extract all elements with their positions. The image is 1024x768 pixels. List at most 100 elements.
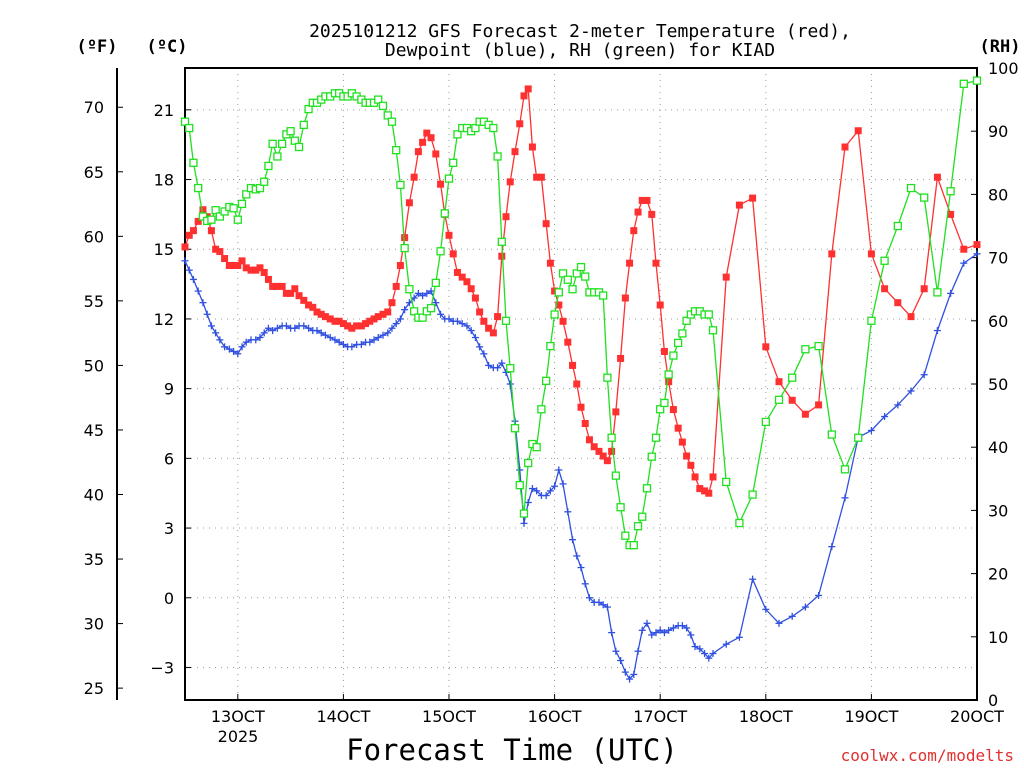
rh-point	[410, 307, 419, 316]
dewpoint-point	[973, 250, 981, 258]
dewpoint-point	[437, 310, 445, 318]
dewpoint-point	[762, 605, 770, 613]
rh-tick-label: 90	[988, 122, 1008, 141]
dewpoint-series-line	[184, 253, 978, 681]
rh-tick-label: 50	[988, 375, 1008, 394]
temperature-point	[626, 259, 634, 267]
rh-point	[220, 207, 229, 216]
temperature-point	[494, 313, 502, 321]
x-tick-label: 17OCT	[633, 707, 687, 726]
rh-point	[519, 509, 529, 518]
dewpoint-point	[181, 257, 189, 265]
fahrenheit-tick-label: 45	[84, 421, 104, 440]
year-label: 2025	[218, 727, 259, 746]
fahrenheit-tick-label: 60	[84, 227, 104, 246]
temperature-point	[867, 250, 875, 258]
temperature-point	[467, 285, 475, 293]
temperature-point	[405, 199, 413, 207]
dewpoint-point	[234, 350, 242, 358]
dewpoint-point	[569, 536, 577, 544]
dewpoint-point	[516, 466, 524, 474]
dewpoint-point	[396, 315, 404, 323]
rh-point	[827, 430, 836, 439]
rh-point	[506, 364, 515, 373]
axes: 13OCT 14OCT 15OCT 16OCT 17OCT 18OCT 19OCT 20OCT…	[84, 59, 1019, 726]
temperature-point	[638, 196, 646, 204]
dewpoint-point	[427, 287, 435, 295]
rh-point	[294, 142, 304, 152]
temperature-point	[542, 220, 550, 228]
rh-point	[651, 433, 661, 442]
temperature-point	[317, 310, 325, 318]
dewpoint-point	[656, 626, 664, 634]
temperature-point	[449, 250, 457, 258]
temperature-point	[463, 278, 471, 286]
rh-point	[215, 212, 224, 221]
rh-point	[471, 123, 480, 133]
dewpoint-point	[564, 508, 572, 516]
dewpoint-point	[696, 645, 704, 653]
temperature-point	[520, 92, 528, 100]
rh-point	[558, 269, 568, 278]
temperature-point	[419, 138, 427, 146]
dewpoint-point	[366, 338, 374, 346]
temperature-point	[674, 424, 682, 432]
temperature-point	[933, 173, 941, 181]
rh-tick-label: 70	[988, 249, 1008, 268]
rh-point	[198, 212, 208, 221]
dewpoint-point	[291, 324, 299, 332]
series-layer	[180, 76, 982, 683]
celsius-tick-label: 12	[154, 310, 174, 329]
temperature-point	[282, 289, 290, 297]
dewpoint-point	[326, 334, 334, 342]
temperature-point	[828, 250, 836, 258]
dewpoint-point	[528, 485, 536, 493]
rh-tick-label: 60	[988, 312, 1008, 331]
temperature-point	[331, 317, 339, 325]
celsius-tick-label: 18	[154, 171, 174, 190]
temperature-point	[603, 457, 611, 465]
rh-point	[638, 512, 647, 521]
temperature-point	[445, 231, 453, 239]
x-tick-label: 18OCT	[739, 707, 793, 726]
rh-tick-label: 100	[988, 59, 1019, 78]
dewpoint-point	[867, 426, 875, 434]
rh-point	[532, 443, 541, 452]
x-tick-label: 19OCT	[844, 707, 898, 726]
temperature-point	[384, 308, 392, 316]
rh-point	[304, 104, 313, 114]
temperature-point	[551, 287, 559, 295]
dewpoint-point	[603, 603, 611, 611]
temperature-point	[691, 473, 699, 481]
dewpoint-point	[348, 343, 356, 351]
temperature-point	[348, 324, 356, 332]
rh-point	[647, 452, 656, 461]
rh-point	[396, 180, 405, 190]
dewpoint-point	[467, 327, 475, 335]
fahrenheit-tick-label: 55	[84, 292, 104, 311]
rh-point	[229, 204, 238, 213]
dewpoint-point	[199, 299, 207, 307]
rh-point	[554, 288, 563, 297]
temperature-point	[555, 301, 563, 309]
temperature-point	[564, 338, 572, 346]
dewpoint-point	[960, 259, 968, 267]
dewpoint-point	[546, 487, 554, 495]
temperature-point	[696, 485, 704, 493]
dewpoint-point	[225, 345, 233, 353]
dewpoint-point	[458, 320, 466, 328]
rh-point	[436, 247, 445, 256]
rh-point	[537, 405, 546, 414]
rh-point	[572, 269, 581, 278]
temperature-point	[269, 282, 277, 290]
dewpoint-point	[643, 619, 651, 627]
temperature-point	[960, 245, 968, 253]
dewpoint-point	[678, 622, 686, 630]
dewpoint-point	[585, 594, 593, 602]
temperature-point	[665, 378, 673, 386]
dewpoint-point	[194, 287, 202, 295]
dewpoint-point	[335, 338, 343, 346]
temperature-point	[669, 406, 677, 414]
rh-point	[563, 275, 572, 284]
rh-point	[621, 531, 630, 540]
